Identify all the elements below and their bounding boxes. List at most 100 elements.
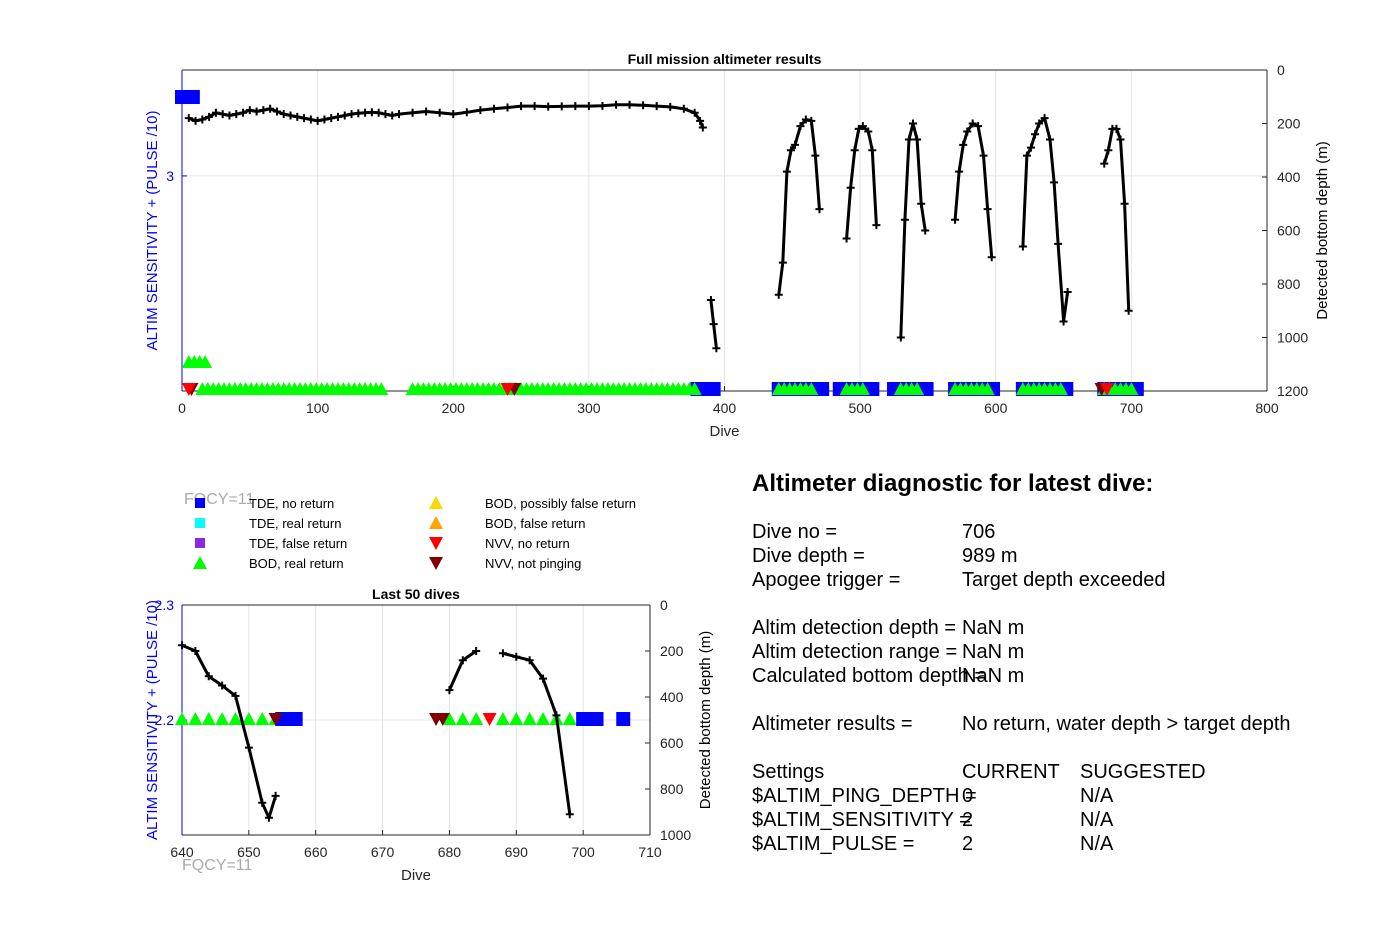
data-marker (201, 712, 216, 725)
bottom-depth-point (472, 647, 481, 655)
diag-value-results: No return, water depth > target depth (962, 713, 1291, 735)
bottom-depth-point (968, 119, 977, 128)
data-marker (855, 382, 870, 395)
y-tick-label: 2.2 (155, 712, 175, 728)
bottom-depth-point (313, 116, 322, 125)
bottom-depth-point (245, 106, 254, 115)
marker-group-bod-real-return (175, 712, 577, 725)
data-marker (616, 712, 631, 726)
x-tick-label: 800 (1255, 400, 1279, 416)
bottom-depth-point (445, 686, 454, 695)
bottom-depth-point (801, 115, 810, 124)
bottom-depth-point (807, 116, 816, 125)
bottom-depth-point (1112, 124, 1121, 133)
y-tick-label: 3 (166, 168, 174, 184)
bottom-depth-point (864, 127, 873, 136)
bottom-depth-point (232, 110, 241, 119)
y-tick-label: 2.3 (155, 597, 175, 613)
bottom-depth-point (951, 215, 960, 224)
bottom-depth-point (306, 115, 315, 124)
y2-axis-label: Detected bottom depth (m) (697, 631, 714, 809)
y2-tick-label: 1200 (1277, 383, 1308, 399)
data-marker (980, 382, 995, 395)
data-marker (442, 712, 457, 725)
data-marker (815, 382, 830, 396)
bottom-depth-point (709, 320, 718, 329)
bottom-depth-point (525, 656, 534, 665)
y2-tick-label: 0 (660, 597, 668, 613)
bottom-depth-point (293, 112, 302, 121)
data-marker (455, 712, 470, 725)
bottom-depth-point (552, 711, 561, 720)
data-marker (687, 382, 702, 395)
bottom-depth-point (239, 108, 248, 117)
x-axis-label: Dive (401, 867, 431, 884)
bottom-depth-point (565, 810, 574, 819)
bottom-depth-point (696, 116, 705, 125)
y-axis-label: ALTIM SENSITIVITY + (PULSE /10) (144, 111, 161, 351)
data-marker (1124, 382, 1139, 395)
bottom-depth-point (1046, 135, 1054, 144)
bottom-depth-point (279, 110, 288, 119)
bottom-depth-point (354, 109, 363, 118)
bottom-depth-point (900, 215, 909, 224)
bottom-depth-line (188, 103, 705, 129)
bottom-depth-point (374, 108, 383, 117)
setting-suggested-sensitivity: N/A (1080, 809, 1114, 831)
bottom-depth-point (340, 111, 349, 120)
bottom-depth-point (498, 649, 507, 658)
y2-tick-label: 800 (660, 781, 684, 797)
marker-group-bod-real-return (181, 355, 1139, 395)
diagnostic-heading: Altimeter diagnostic for latest dive: (752, 470, 1154, 497)
bottom-depth-point (408, 108, 417, 117)
setting-current-pulse: 2 (962, 833, 974, 855)
bottom-depth-point (846, 183, 855, 192)
bottom-depth-point (1059, 317, 1068, 326)
bottom-depth-line (502, 651, 572, 815)
bottom-depth-point (791, 140, 800, 149)
y2-tick-label: 600 (660, 735, 684, 751)
bottom-depth-point (652, 102, 661, 111)
bottom-depth-point (333, 112, 342, 121)
x-tick-label: 680 (438, 844, 462, 860)
legend-marker (195, 498, 205, 508)
data-marker (469, 712, 484, 725)
bottom-depth-point (868, 146, 877, 155)
bottom-depth-point (476, 106, 485, 115)
bottom-depth-point (1050, 178, 1059, 187)
data-marker (910, 382, 925, 395)
bottom-depth-point (921, 226, 930, 235)
bottom-depth-point (612, 100, 620, 109)
x-axis-label: Dive (709, 423, 739, 440)
x-tick-label: 100 (306, 400, 330, 416)
data-marker (255, 712, 270, 725)
x-tick-label: 500 (848, 400, 872, 416)
fqcy-annotation: FQCY=11 (184, 491, 255, 508)
bottom-depth-point (987, 253, 996, 262)
bottom-depth-point (1031, 130, 1040, 139)
diag-value-apogee-trigger: Target depth exceeded (962, 569, 1166, 591)
data-marker (1099, 383, 1114, 396)
bottom-depth-point (517, 102, 526, 111)
data-marker (435, 713, 450, 726)
bottom-depth-point (1124, 306, 1133, 315)
data-marker (198, 355, 213, 368)
data-marker (500, 383, 515, 396)
x-tick-label: 700 (571, 844, 595, 860)
bottom-depth-point (1035, 119, 1044, 128)
bottom-depth-point (850, 146, 859, 155)
bottom-depth-point (218, 110, 227, 119)
bottom-depth-point (327, 114, 336, 123)
bottom-depth-point (388, 111, 397, 120)
x-tick-label: 300 (577, 400, 601, 416)
data-marker (482, 713, 497, 726)
bottom-depth-point (639, 101, 648, 110)
bottom-depth-point (904, 135, 913, 144)
bottom-depth-line (1102, 127, 1131, 311)
bottom-depth-point (191, 116, 200, 125)
bottom-depth-point (512, 652, 521, 661)
data-marker (522, 712, 537, 725)
fqcy-annotation: FQCY=11 (182, 857, 253, 874)
data-marker (175, 712, 189, 725)
y2-tick-label: 0 (1277, 62, 1285, 78)
